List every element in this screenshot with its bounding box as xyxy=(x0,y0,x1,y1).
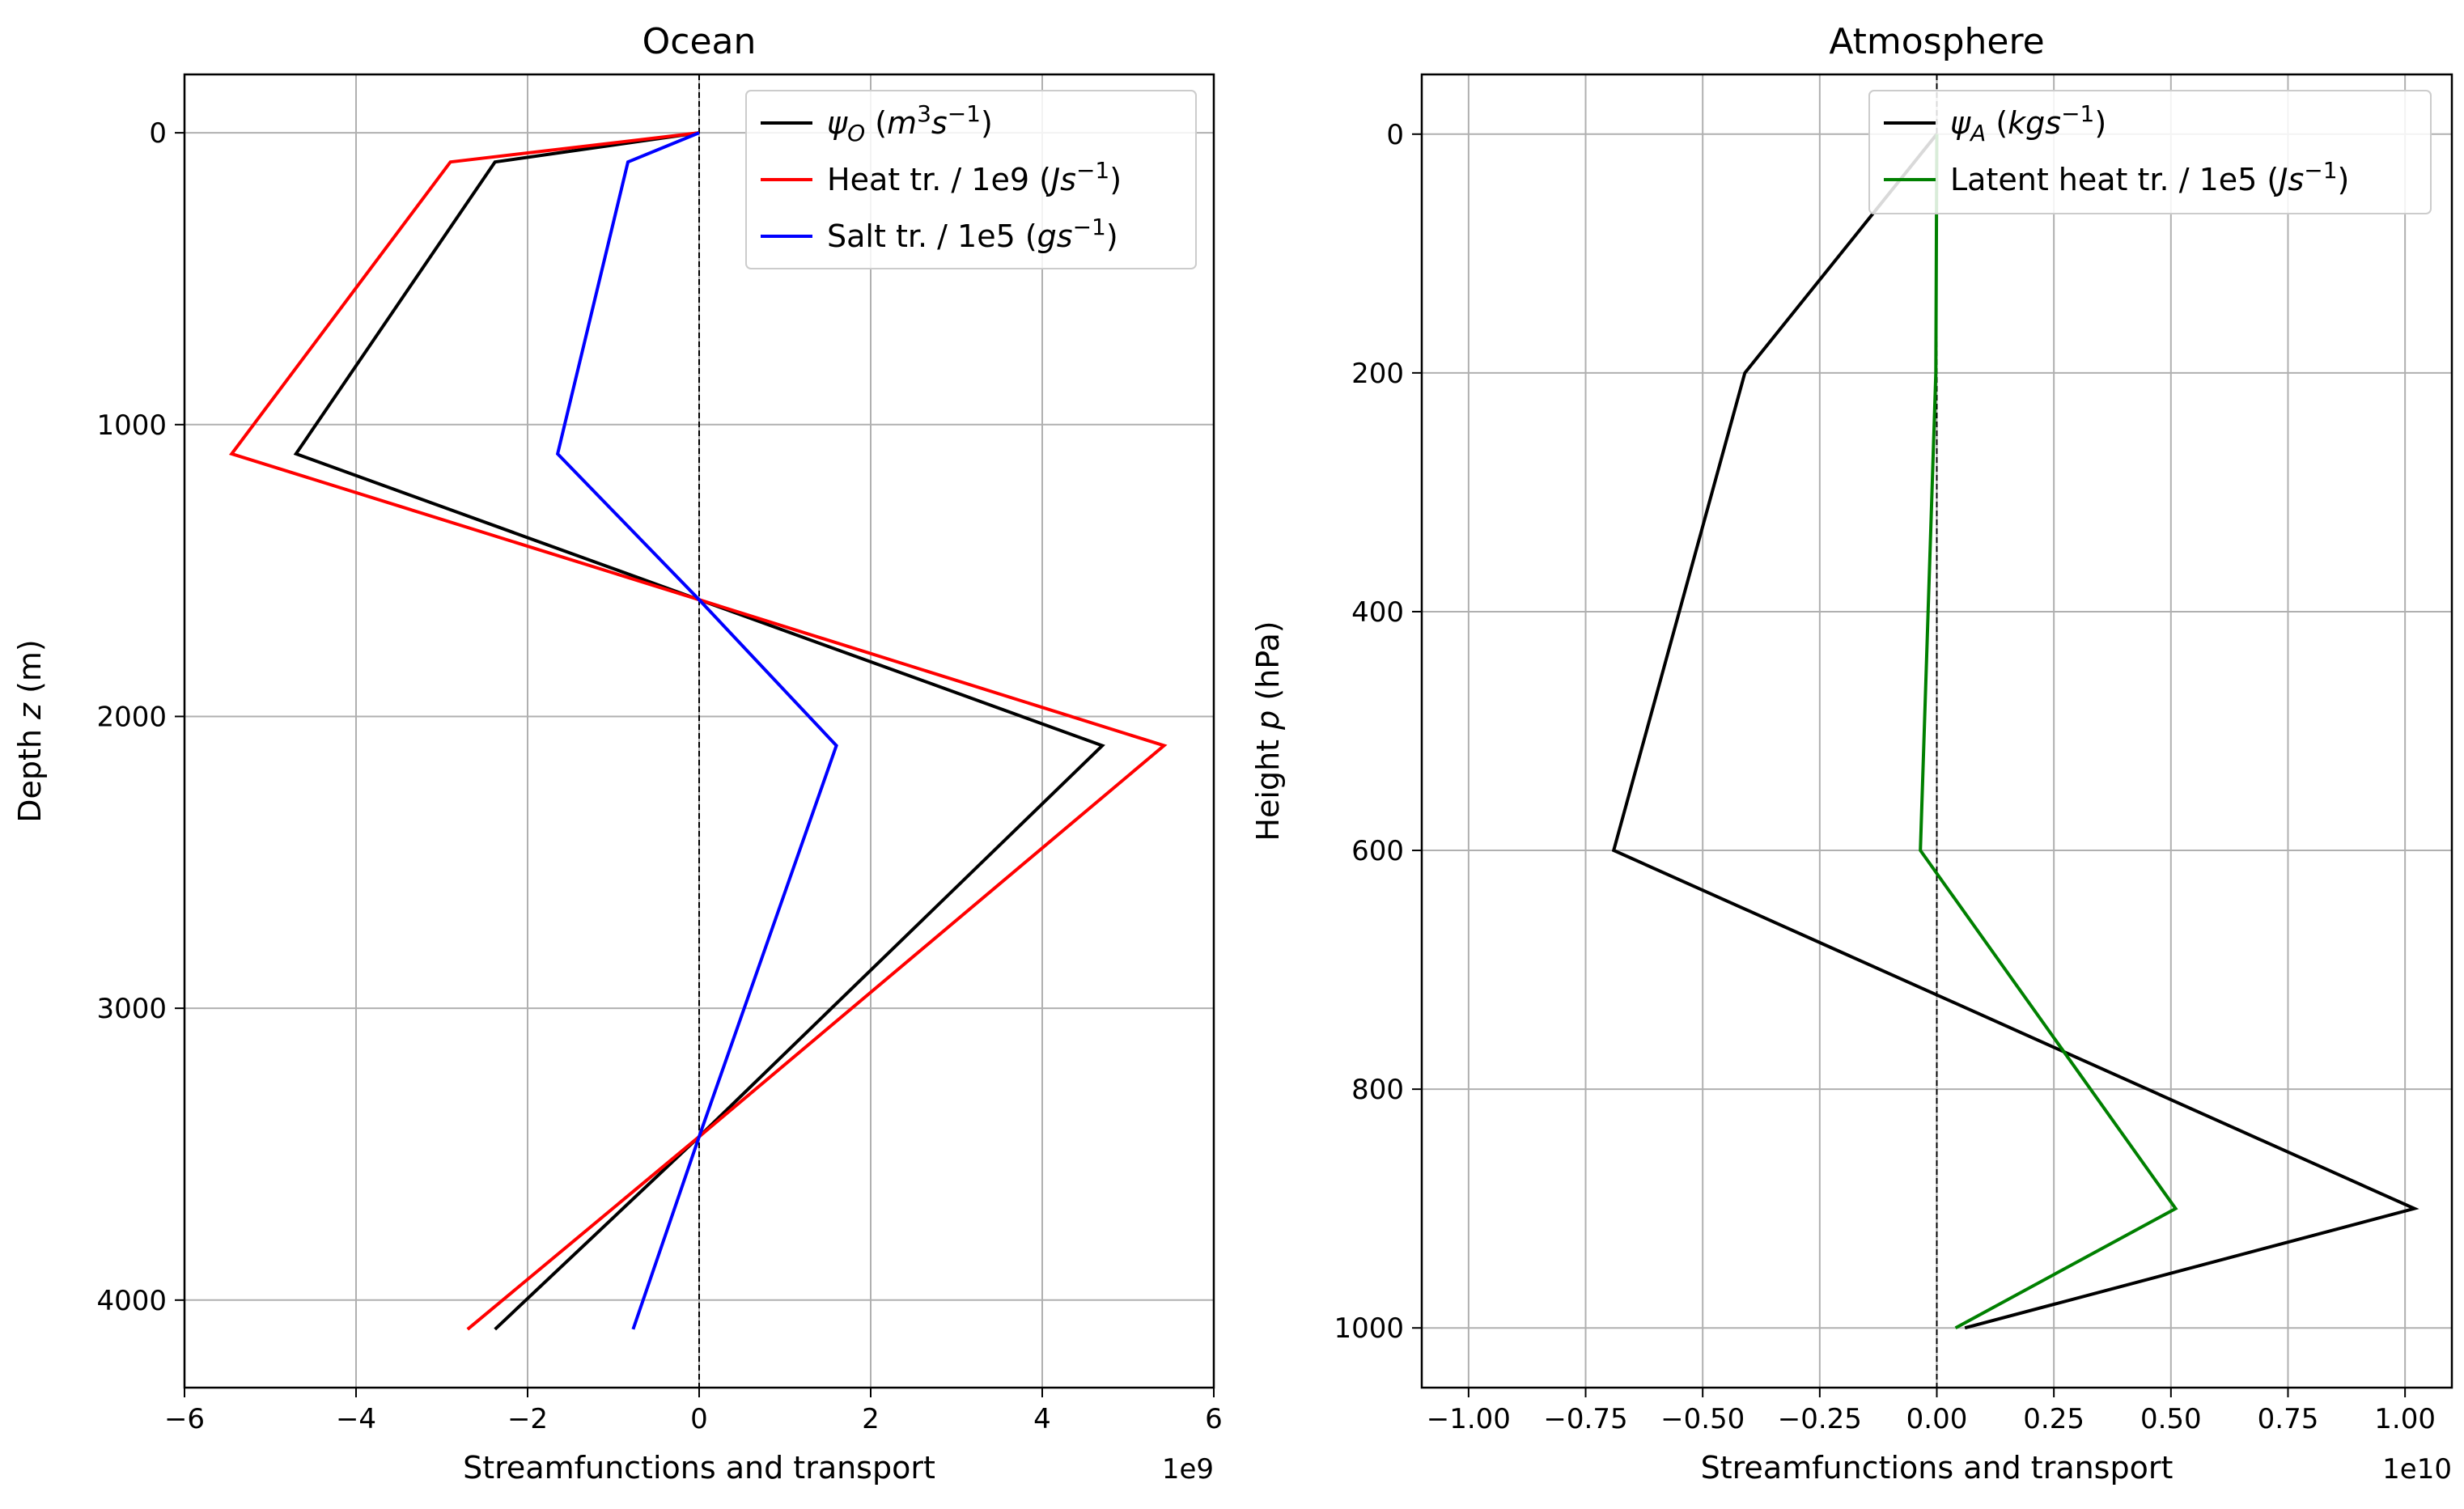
ocean-x-tick-label: −6 xyxy=(164,1403,205,1435)
ocean-y-tick-label: 1000 xyxy=(96,409,167,442)
ocean-series xyxy=(229,131,1168,1331)
atmosphere-legend-entry-1: Latent heat tr. / 1e5 (Js−1) xyxy=(1950,157,2349,197)
ocean-x-tick-label: 6 xyxy=(1205,1403,1223,1435)
atmosphere-y-tick-label: 600 xyxy=(1351,835,1404,867)
ocean-y-axis-label: Depth z (m) xyxy=(12,639,48,823)
atmosphere-title: Atmosphere xyxy=(1829,21,2044,62)
atmosphere-x-tick-label: −1.00 xyxy=(1427,1403,1511,1435)
ocean-panel: −6 −4 −2 0 2 4 6 0 1000 2000 3000 4000 Ocean Stream… xyxy=(12,21,1223,1486)
atmosphere-x-tick-label: −0.25 xyxy=(1778,1403,1862,1435)
ocean-x-tick-label: 2 xyxy=(862,1403,880,1435)
ocean-series-line-2 xyxy=(555,131,838,1330)
ocean-x-axis-label: Streamfunctions and transport xyxy=(463,1450,935,1486)
atmosphere-series-line-0 xyxy=(1611,133,2419,1330)
atmosphere-y-tick-label: 1000 xyxy=(1334,1312,1404,1345)
atmosphere-x-tick-label: 0.25 xyxy=(2023,1403,2084,1435)
ocean-y-tick-label: 2000 xyxy=(96,701,167,733)
atmosphere-x-tick-label: 0.75 xyxy=(2258,1403,2319,1435)
atmosphere-x-axis-label: Streamfunctions and transport xyxy=(1701,1450,2173,1486)
ocean-y-tick-label: 4000 xyxy=(96,1285,167,1317)
atmosphere-y-tick-label: 0 xyxy=(1386,119,1404,151)
ocean-x-scale-label: 1e9 xyxy=(1162,1453,1214,1486)
atmosphere-y-tick-label: 200 xyxy=(1351,358,1404,390)
atmosphere-x-tick-label: 0.00 xyxy=(1906,1403,1968,1435)
ocean-x-tick-label: 0 xyxy=(690,1403,708,1435)
atmosphere-x-scale-label: 1e10 xyxy=(2382,1453,2452,1486)
ocean-x-tick-label: −4 xyxy=(336,1403,376,1435)
atmosphere-y-tick-label: 400 xyxy=(1351,596,1404,629)
ocean-title: Ocean xyxy=(643,21,757,62)
atmosphere-x-tick-label: 1.00 xyxy=(2374,1403,2436,1435)
atmosphere-series xyxy=(1611,133,2419,1330)
ocean-y-tick-label: 0 xyxy=(149,117,167,150)
atmosphere-series-line-1 xyxy=(1919,134,2178,1329)
atmosphere-legend: ψA (kgs−1) Latent heat tr. / 1e5 (Js−1) xyxy=(1868,90,2432,214)
ocean-legend: ψO (m3s−1) Heat tr. / 1e9 (Js−1) Salt tr. … xyxy=(745,90,1197,269)
ocean-legend-entry-0: ψO (m3s−1) xyxy=(827,100,993,146)
atmosphere-y-tick-label: 800 xyxy=(1351,1074,1404,1106)
ocean-x-tick-label: −2 xyxy=(507,1403,548,1435)
atmosphere-x-tick-label: 0.50 xyxy=(2140,1403,2202,1435)
atmosphere-x-tick-label: −0.75 xyxy=(1543,1403,1627,1435)
atmosphere-panel: −1.00 −0.75 −0.50 −0.25 0.00 0.25 0.50 0.75 1.00… xyxy=(1250,21,2453,1486)
ocean-y-tick-label: 3000 xyxy=(96,993,167,1025)
ocean-legend-entry-1: Heat tr. / 1e9 (Js−1) xyxy=(827,157,1122,197)
ocean-legend-box xyxy=(745,90,1197,269)
atmosphere-y-axis-label: Height p (hPa) xyxy=(1250,621,1286,841)
ocean-x-tick-label: 4 xyxy=(1033,1403,1051,1435)
atmosphere-ticks: −1.00 −0.75 −0.50 −0.25 0.00 0.25 0.50 0.75 1.00… xyxy=(1334,119,2436,1435)
ocean-legend-entry-2: Salt tr. / 1e5 (gs−1) xyxy=(827,214,1118,254)
atmosphere-grid xyxy=(1422,74,2452,1388)
atmosphere-legend-entry-0: ψA (kgs−1) xyxy=(1950,100,2106,146)
atmosphere-x-tick-label: −0.50 xyxy=(1660,1403,1745,1435)
atmosphere-legend-box xyxy=(1868,90,2432,214)
ocean-ticks: −6 −4 −2 0 2 4 6 0 1000 2000 3000 4000 xyxy=(96,117,1222,1435)
